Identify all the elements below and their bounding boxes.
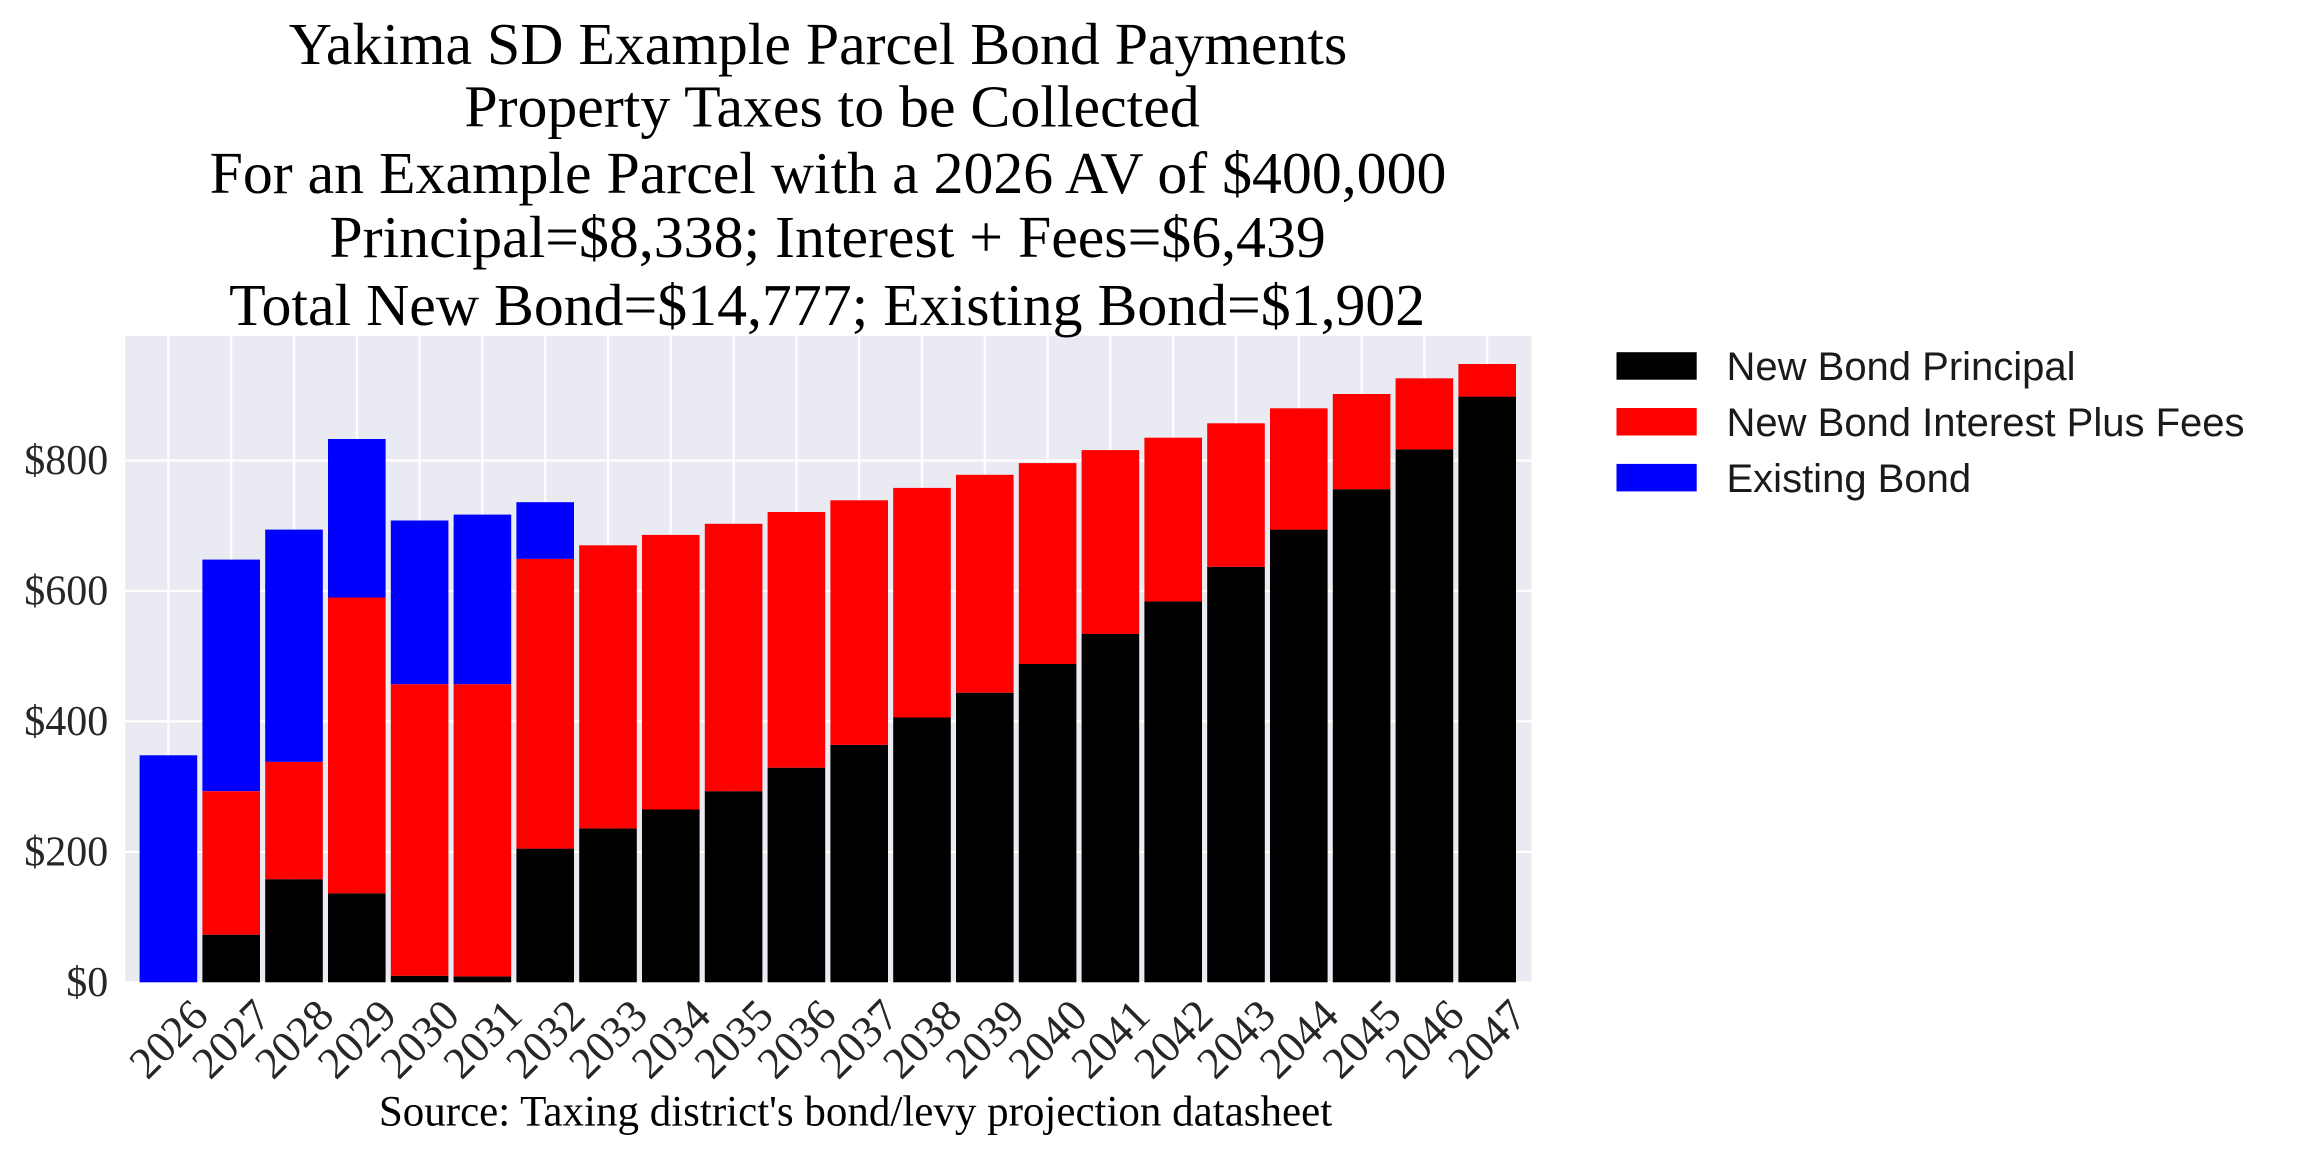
svg-text:$800: $800 [24,438,108,484]
svg-text:Yakima SD Example Parcel Bond: Yakima SD Example Parcel Bond Payments [289,11,1348,77]
svg-text:Source: Taxing district's bond: Source: Taxing district's bond/levy proj… [379,1089,1332,1136]
svg-text:Property Taxes to be Collected: Property Taxes to be Collected [464,74,1199,140]
svg-text:$0: $0 [66,960,108,1006]
svg-text:$200: $200 [24,829,108,875]
svg-text:New Bond Principal: New Bond Principal [1727,345,2076,389]
svg-text:$400: $400 [24,699,108,745]
svg-text:$600: $600 [24,569,108,615]
svg-text:For an Example Parcel with a 2: For an Example Parcel with a 2026 AV of … [210,140,1447,206]
svg-text:Existing Bond: Existing Bond [1727,457,1972,501]
svg-text:Principal=$8,338; Interest + F: Principal=$8,338; Interest + Fees=$6,439 [329,204,1325,270]
svg-text:New Bond Interest Plus Fees: New Bond Interest Plus Fees [1727,401,2245,445]
svg-text:Total New Bond=$14,777; Existi: Total New Bond=$14,777; Existing Bond=$1… [229,272,1425,338]
